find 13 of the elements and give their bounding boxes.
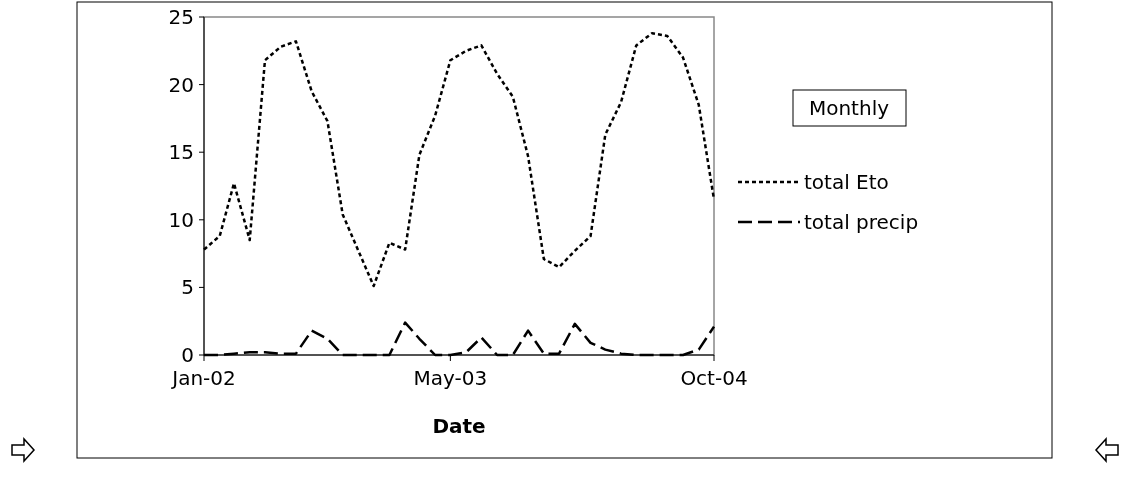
y-tick-label: 20 <box>168 72 194 97</box>
legend-title: Monthly <box>808 96 890 120</box>
x-axis-title: Date <box>432 414 486 438</box>
y-tick-label: 10 <box>168 207 194 232</box>
x-tick-label: Jan-02 <box>170 366 236 390</box>
y-tick-label: 5 <box>181 275 194 300</box>
y-tick-label: 15 <box>168 140 194 165</box>
x-tick-label: Oct-04 <box>680 366 748 390</box>
legend-label: total precip <box>804 210 919 234</box>
y-tick-label: 0 <box>181 343 194 367</box>
x-tick-label: May-03 <box>413 366 488 390</box>
legend-label: total Eto <box>804 170 889 194</box>
y-tick-label: 25 <box>168 5 194 29</box>
